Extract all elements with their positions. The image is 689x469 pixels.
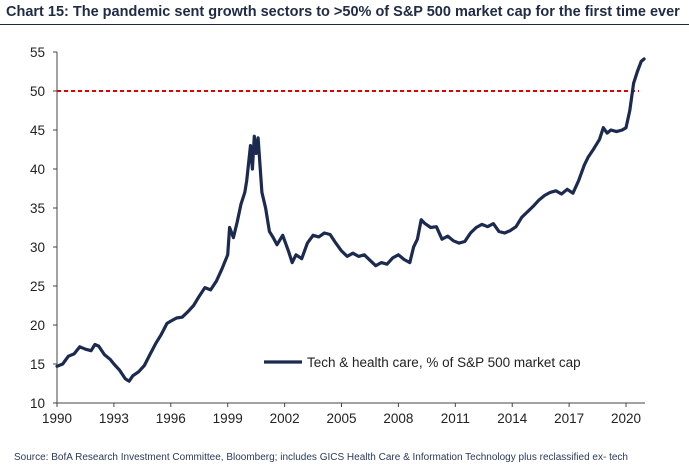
series-line — [57, 59, 644, 381]
y-tick: 15 — [30, 357, 57, 372]
y-tick-label: 50 — [30, 84, 45, 99]
legend: Tech & health care, % of S&P 500 market … — [264, 355, 581, 370]
y-tick: 50 — [30, 84, 57, 99]
x-tick: 2014 — [497, 403, 528, 426]
x-tick: 2005 — [326, 403, 356, 426]
x-tick: 2020 — [611, 403, 641, 426]
series-group — [57, 59, 644, 381]
y-tick-label: 25 — [30, 279, 45, 294]
x-tick: 2017 — [554, 403, 584, 426]
y-tick: 40 — [30, 162, 57, 177]
y-tick: 20 — [30, 318, 57, 333]
x-tick-label: 2002 — [270, 411, 300, 426]
y-tick-label: 55 — [30, 45, 45, 60]
x-tick: 2008 — [383, 403, 413, 426]
x-tick-label: 1990 — [42, 411, 72, 426]
y-tick-label: 15 — [30, 357, 45, 372]
source-note: Source: BofA Research Investment Committ… — [14, 452, 628, 463]
y-tick-label: 20 — [30, 318, 45, 333]
x-tick: 2011 — [441, 403, 470, 426]
x-tick: 1996 — [156, 403, 186, 426]
x-tick: 1993 — [99, 403, 129, 426]
x-tick: 1999 — [213, 403, 243, 426]
y-tick: 25 — [30, 279, 57, 294]
x-tick: 2002 — [270, 403, 300, 426]
x-tick-label: 2020 — [611, 411, 641, 426]
y-tick: 55 — [30, 45, 57, 60]
y-tick-label: 10 — [30, 396, 45, 411]
y-tick: 35 — [30, 201, 57, 216]
y-tick: 45 — [30, 123, 57, 138]
y-tick-label: 40 — [30, 162, 45, 177]
x-tick-label: 1996 — [156, 411, 186, 426]
x-tick-label: 1999 — [213, 411, 243, 426]
x-tick-label: 2005 — [326, 411, 356, 426]
x-tick: 1990 — [42, 403, 72, 426]
y-tick: 10 — [30, 396, 57, 411]
legend-label: Tech & health care, % of S&P 500 market … — [307, 355, 581, 370]
y-tick-label: 30 — [30, 240, 45, 255]
y-tick-label: 35 — [30, 201, 45, 216]
x-tick-label: 1993 — [99, 411, 129, 426]
x-tick-label: 2011 — [441, 411, 470, 426]
y-tick: 30 — [30, 240, 57, 255]
x-tick-label: 2014 — [497, 411, 528, 426]
x-tick-label: 2017 — [554, 411, 584, 426]
x-tick-label: 2008 — [383, 411, 413, 426]
y-tick-label: 45 — [30, 123, 45, 138]
